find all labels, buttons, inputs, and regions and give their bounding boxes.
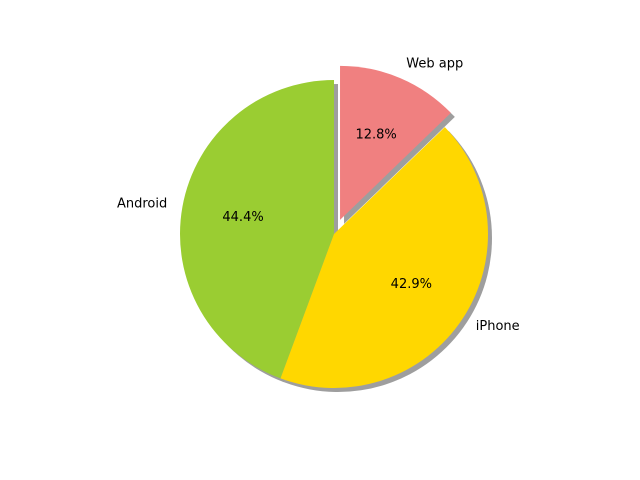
pie-slice-layer — [180, 65, 488, 388]
percent-label-android: 44.4% — [222, 210, 263, 225]
category-label-android: Android — [117, 197, 167, 212]
category-label-iphone: iPhone — [476, 319, 520, 334]
percent-label-web-app: 12.8% — [355, 127, 396, 142]
slice-iphone — [280, 127, 488, 388]
slice-web-app — [340, 65, 451, 220]
slice-android — [180, 80, 334, 379]
category-label-web-app: Web app — [406, 56, 463, 71]
percent-label-iphone: 42.9% — [391, 277, 432, 292]
pie-label-layer: 44.4% Android 42.9% iPhone 12.8% Web app — [117, 56, 520, 334]
